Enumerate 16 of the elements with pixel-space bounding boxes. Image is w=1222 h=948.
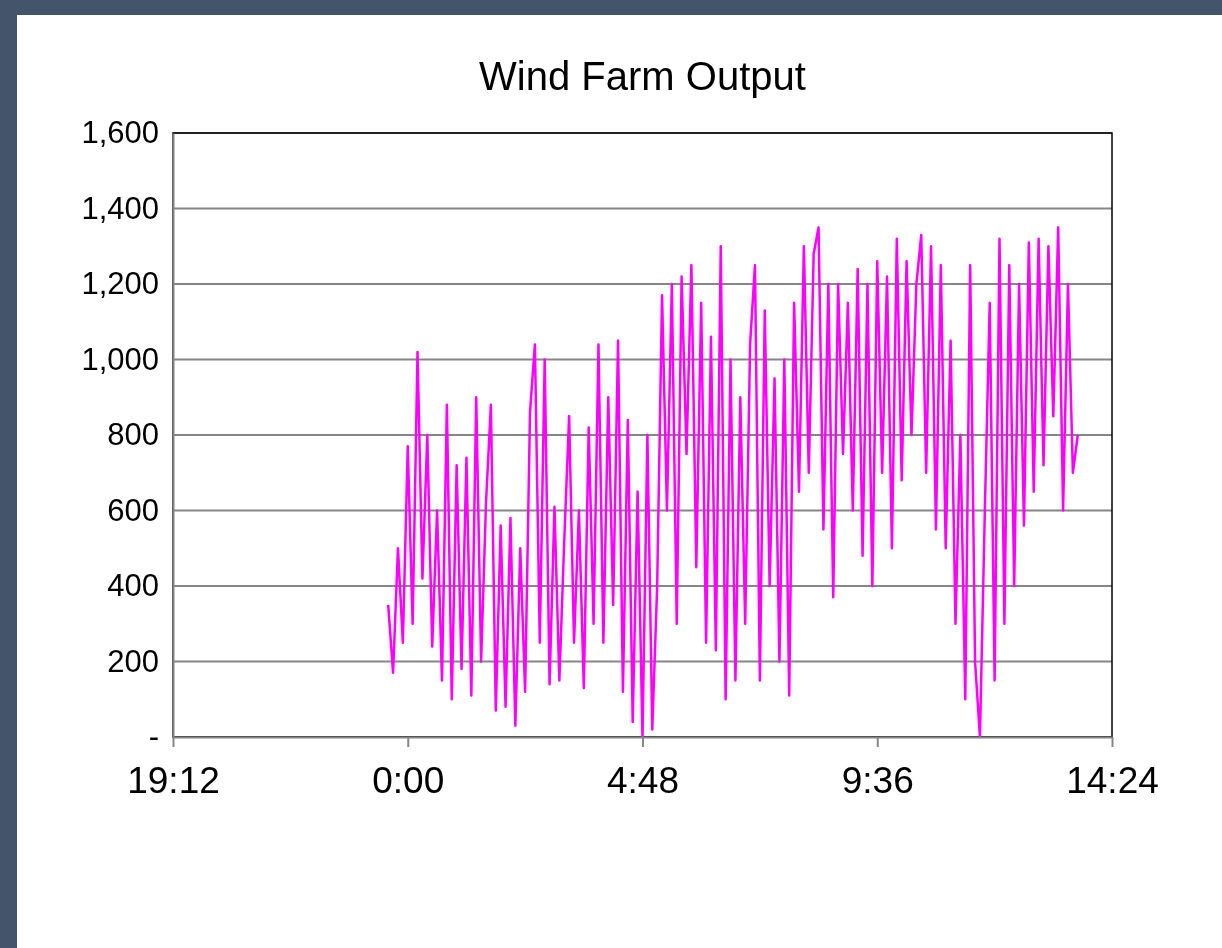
y-tick-label: 400 [107,568,159,604]
y-tick-label: 600 [107,492,159,528]
x-tick-label: 19:12 [127,760,220,802]
y-tick-label: 1,200 [81,266,159,302]
y-tick-label: 200 [107,643,159,679]
line-series [386,226,1080,739]
x-tick-label: 14:24 [1066,760,1159,802]
x-tick-label: 9:36 [841,760,914,802]
y-tick-label: 1,000 [81,341,159,377]
chart-title: Wind Farm Output [479,54,806,98]
y-tick-label: 800 [107,417,159,453]
x-tick-label: 0:00 [372,760,445,802]
y-tick-label: 1,600 [81,115,159,151]
x-tick-label: 4:48 [606,760,680,802]
y-tick-label: 1,400 [81,190,159,226]
y-tick-label: - [148,719,159,755]
